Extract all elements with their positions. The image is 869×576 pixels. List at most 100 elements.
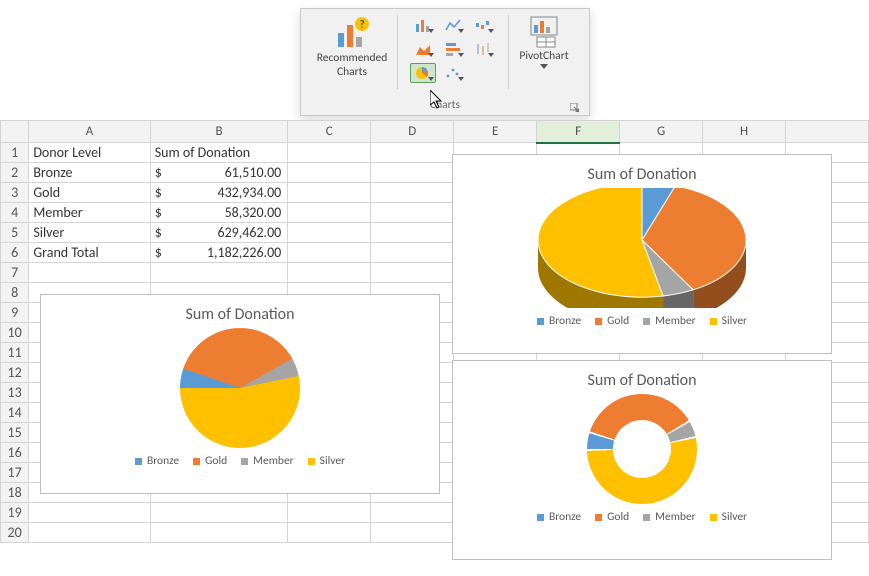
bar-chart-button[interactable] — [440, 39, 466, 59]
cell[interactable] — [371, 223, 454, 243]
select-all-corner[interactable] — [1, 121, 29, 143]
recommended-charts-button[interactable]: ? Recommended Charts — [307, 13, 397, 97]
line-chart-button[interactable] — [440, 15, 466, 35]
legend-swatch — [308, 458, 315, 465]
cell[interactable]: $58,320.00 — [150, 203, 288, 223]
column-header[interactable]: A — [29, 121, 150, 143]
row-header[interactable]: 2 — [1, 163, 29, 183]
chart-legend: BronzeGoldMemberSilver — [41, 448, 439, 478]
row-header[interactable]: 7 — [1, 263, 29, 283]
cell[interactable] — [29, 263, 150, 283]
chart-donut[interactable]: Sum of Donation BronzeGoldMemberSilver — [452, 360, 832, 560]
row-header[interactable]: 19 — [1, 503, 29, 523]
row-header[interactable]: 6 — [1, 243, 29, 263]
pie-chart-button[interactable] — [410, 63, 436, 83]
legend-swatch — [595, 318, 602, 325]
column-header[interactable]: C — [288, 121, 371, 143]
row-header[interactable]: 10 — [1, 323, 29, 343]
cell[interactable] — [288, 263, 371, 283]
row-header[interactable]: 15 — [1, 423, 29, 443]
chart-title: Sum of Donation — [453, 361, 831, 394]
chart-pie-3d[interactable]: Sum of Donation BronzeGoldMemberSilver — [452, 154, 832, 354]
cell[interactable] — [288, 243, 371, 263]
cell[interactable]: Bronze — [29, 163, 150, 183]
legend-item: Bronze — [135, 454, 179, 468]
cell[interactable] — [288, 203, 371, 223]
cell[interactable] — [288, 503, 371, 523]
row-header[interactable]: 18 — [1, 483, 29, 503]
cell[interactable] — [371, 143, 454, 163]
row-header[interactable]: 11 — [1, 343, 29, 363]
cell[interactable] — [371, 183, 454, 203]
column-header[interactable]: F — [537, 121, 620, 143]
legend-item: Silver — [710, 314, 747, 328]
cell[interactable] — [150, 523, 288, 543]
recommended-label-2: Charts — [337, 65, 367, 79]
legend-label: Bronze — [147, 454, 179, 468]
cell[interactable] — [288, 183, 371, 203]
cell[interactable] — [288, 223, 371, 243]
cell[interactable] — [29, 503, 150, 523]
cell[interactable] — [288, 143, 371, 163]
cell[interactable] — [371, 503, 454, 523]
cell[interactable] — [371, 163, 454, 183]
cell[interactable]: $1,182,226.00 — [150, 243, 288, 263]
legend-label: Silver — [320, 454, 345, 468]
cell[interactable] — [371, 243, 454, 263]
pie-2d-plot — [180, 328, 300, 448]
column-header[interactable]: E — [454, 121, 537, 143]
column-header[interactable]: D — [371, 121, 454, 143]
cell[interactable] — [371, 523, 454, 543]
row-header[interactable]: 8 — [1, 283, 29, 303]
dialog-launcher-icon[interactable] — [570, 103, 580, 113]
cell[interactable] — [371, 203, 454, 223]
pivotchart-button[interactable]: PivotChart — [509, 13, 579, 97]
recommended-charts-icon: ? — [335, 15, 369, 51]
legend-label: Member — [655, 510, 696, 524]
stock-chart-button[interactable] — [470, 39, 496, 59]
row-header[interactable]: 1 — [1, 143, 29, 163]
legend-swatch — [710, 514, 717, 521]
row-header[interactable]: 14 — [1, 403, 29, 423]
cell[interactable] — [371, 263, 454, 283]
column-header[interactable]: G — [620, 121, 703, 143]
cell[interactable]: Grand Total — [29, 243, 150, 263]
cell[interactable] — [288, 523, 371, 543]
row-header[interactable]: 3 — [1, 183, 29, 203]
row-header[interactable]: 4 — [1, 203, 29, 223]
column-header[interactable] — [786, 121, 869, 143]
cell[interactable]: $61,510.00 — [150, 163, 288, 183]
chart-pie-2d[interactable]: Sum of Donation BronzeGoldMemberSilver — [40, 294, 440, 494]
winloss-chart-button[interactable] — [470, 15, 496, 35]
row-header[interactable]: 9 — [1, 303, 29, 323]
column-chart-button[interactable] — [410, 15, 436, 35]
row-header[interactable]: 16 — [1, 443, 29, 463]
legend-item: Silver — [308, 454, 345, 468]
cell[interactable]: $629,462.00 — [150, 223, 288, 243]
cell[interactable] — [150, 263, 288, 283]
cell[interactable]: Sum of Donation — [150, 143, 288, 163]
cell[interactable]: Gold — [29, 183, 150, 203]
row-header[interactable]: 12 — [1, 363, 29, 383]
column-header[interactable]: B — [150, 121, 288, 143]
row-header[interactable]: 13 — [1, 383, 29, 403]
area-chart-button[interactable] — [410, 39, 436, 59]
legend-label: Gold — [205, 454, 227, 468]
legend-swatch — [643, 318, 650, 325]
cell[interactable] — [288, 163, 371, 183]
legend-label: Gold — [607, 314, 629, 328]
row-header[interactable]: 5 — [1, 223, 29, 243]
chart-title: Sum of Donation — [41, 295, 439, 328]
row-header[interactable]: 20 — [1, 523, 29, 543]
cell[interactable]: Silver — [29, 223, 150, 243]
cell[interactable] — [29, 523, 150, 543]
legend-item: Bronze — [537, 510, 581, 524]
cell[interactable]: Donor Level — [29, 143, 150, 163]
scatter-chart-button[interactable] — [440, 63, 466, 83]
cell[interactable]: $432,934.00 — [150, 183, 288, 203]
cell[interactable]: Member — [29, 203, 150, 223]
row-header[interactable]: 17 — [1, 463, 29, 483]
cell[interactable] — [150, 503, 288, 523]
column-header[interactable]: H — [703, 121, 786, 143]
recommended-label-1: Recommended — [317, 51, 388, 65]
